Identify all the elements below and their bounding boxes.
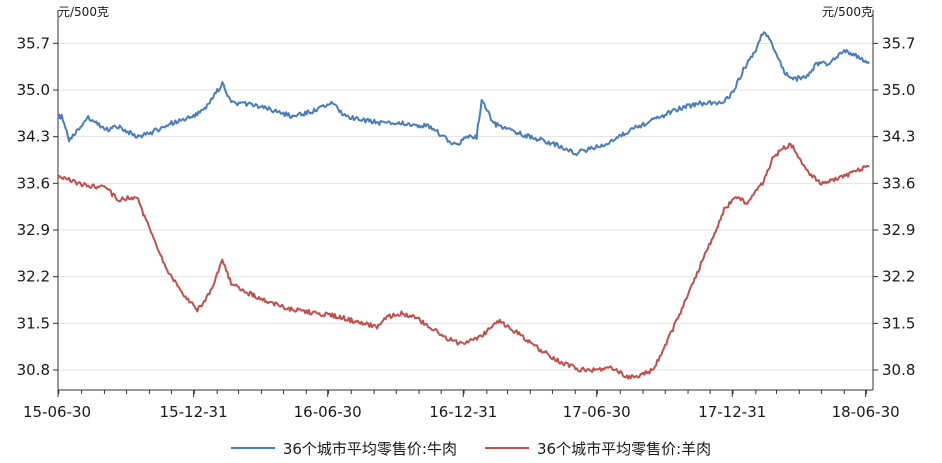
y-tick-label-right: 35.7 [882, 34, 915, 52]
legend: 36个城市平均零售价:牛肉 36个城市平均零售价:羊肉 [0, 436, 942, 460]
x-tick-label: 17-06-30 [563, 403, 631, 421]
legend-swatch-mutton [485, 447, 529, 449]
x-tick-label: 16-12-31 [429, 403, 497, 421]
x-tick-label: 15-12-31 [160, 403, 228, 421]
legend-label-beef: 36个城市平均零售价:牛肉 [282, 439, 457, 458]
gridlines [58, 42, 873, 371]
x-tick-label: 18-06-30 [832, 403, 900, 421]
x-tick-label: 17-12-31 [698, 403, 766, 421]
right-unit-label: 元/500克 [822, 5, 873, 19]
y-tick-label-right: 31.5 [882, 314, 915, 332]
series-line-beef [57, 31, 871, 157]
y-tick-label-right: 32.9 [882, 221, 915, 239]
y-tick-label-left: 30.8 [17, 361, 50, 379]
y-tick-label-right: 33.6 [882, 174, 915, 192]
y-tick-label-left: 32.9 [17, 221, 50, 239]
y-tick-label-right: 34.3 [882, 128, 915, 146]
y-tick-label-left: 33.6 [17, 174, 50, 192]
x-tick-label: 16-06-30 [294, 403, 362, 421]
left-unit-label: 元/500克 [58, 5, 109, 19]
y-tick-label-right: 35.0 [882, 81, 915, 99]
tick-labels: 30.8 30.8 31.5 31.5 32.2 32.2 32.9 32.9 33.6 33.6… [17, 34, 916, 421]
legend-item-beef: 36个城市平均零售价:牛肉 [230, 438, 457, 459]
series-layer [57, 31, 871, 380]
y-tick-label-left: 31.5 [17, 314, 50, 332]
legend-label-mutton: 36个城市平均零售价:羊肉 [537, 439, 712, 458]
legend-swatch-beef [230, 447, 275, 449]
axes [53, 10, 878, 397]
legend-item-mutton: 36个城市平均零售价:羊肉 [485, 438, 711, 459]
series-line-mutton [57, 142, 870, 380]
y-tick-label-left: 35.0 [17, 81, 50, 99]
y-tick-label-right: 30.8 [882, 361, 915, 379]
x-tick-label: 15-06-30 [23, 403, 91, 421]
y-tick-label-left: 34.3 [17, 128, 50, 146]
y-tick-label-right: 32.2 [882, 268, 915, 286]
y-tick-label-left: 32.2 [17, 268, 50, 286]
y-tick-label-left: 35.7 [17, 34, 50, 52]
